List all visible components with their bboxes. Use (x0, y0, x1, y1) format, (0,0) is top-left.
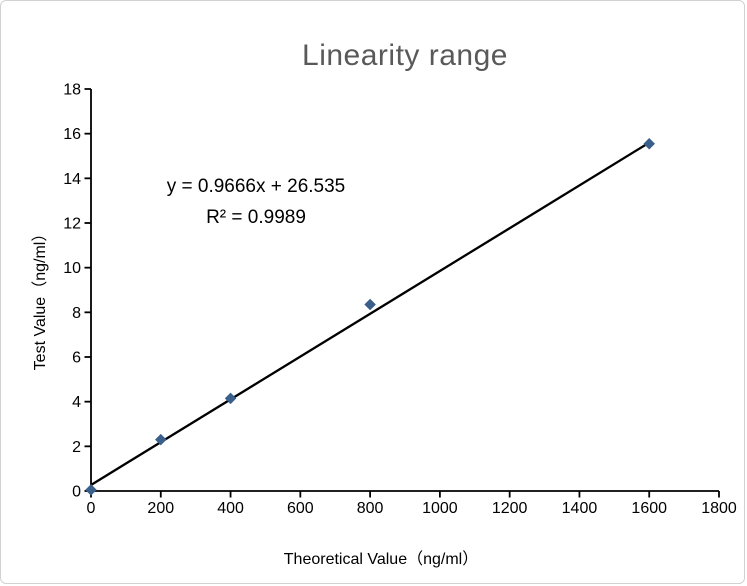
trendline (90, 141, 650, 486)
y-tick-label: 0 (72, 484, 81, 501)
y-tick-label: 8 (72, 305, 81, 322)
data-point-marker (155, 433, 167, 446)
y-tick-label: 12 (63, 216, 81, 233)
x-tick-label: 400 (217, 500, 244, 517)
y-tick-label: 10 (63, 260, 81, 277)
y-tick-label: 18 (63, 82, 81, 99)
x-tick-label: 1400 (562, 500, 598, 517)
x-tick-label: 1600 (631, 500, 667, 517)
y-tick-label: 14 (63, 171, 81, 188)
data-point-marker (643, 137, 655, 150)
x-tick-label: 800 (357, 500, 384, 517)
x-tick-label: 1200 (492, 500, 528, 517)
x-tick-label: 200 (147, 500, 174, 517)
data-point-marker (364, 298, 376, 311)
y-axis-title: Test Value（ng/ml） (32, 225, 49, 371)
x-tick-label: 0 (87, 500, 96, 517)
y-tick-label: 2 (72, 439, 81, 456)
equation-line: y = 0.9666x + 26.535 (166, 176, 346, 197)
x-axis-title: Theoretical Value（ng/ml） (283, 551, 479, 568)
x-tick-label: 600 (287, 500, 314, 517)
data-point-marker (85, 484, 97, 496)
chart-title: Linearity range (302, 39, 508, 72)
y-tick-label: 4 (72, 394, 81, 411)
x-tick-label: 1000 (422, 500, 458, 517)
r-squared-line: R² = 0.9989 (206, 207, 306, 228)
data-point-marker (224, 392, 237, 405)
trendline-equation: y = 0.9666x + 26.535 R² = 0.9989 (121, 171, 391, 233)
x-tick-label: 1800 (701, 500, 737, 517)
y-tick-label: 6 (72, 350, 81, 367)
y-tick-label: 16 (63, 126, 81, 143)
